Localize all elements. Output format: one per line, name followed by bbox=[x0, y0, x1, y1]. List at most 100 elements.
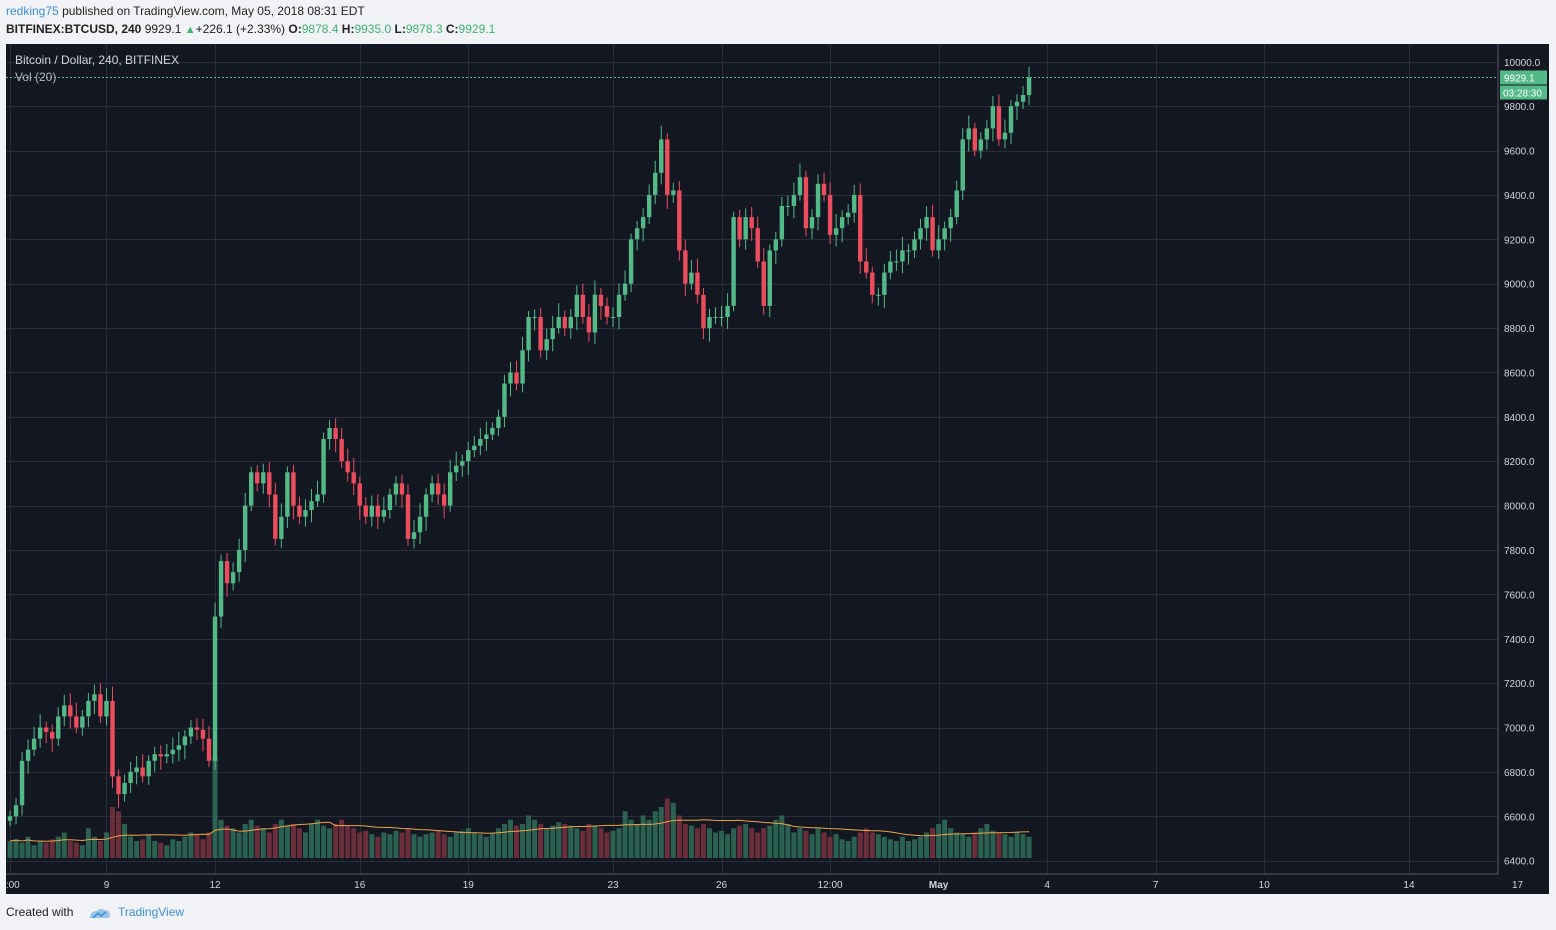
candle-body bbox=[297, 505, 302, 517]
y-tick-label: 9400.0 bbox=[1504, 191, 1535, 202]
volume-bar bbox=[7, 841, 13, 858]
candle-body bbox=[689, 272, 694, 284]
volume-bar bbox=[556, 822, 562, 858]
volume-bar bbox=[61, 832, 67, 858]
candle-body bbox=[327, 427, 332, 440]
time-axis[interactable] bbox=[6, 874, 1549, 894]
candle-body bbox=[170, 749, 176, 755]
volume-bar bbox=[302, 832, 308, 858]
candle-body bbox=[815, 183, 821, 218]
chart-legend-title: Bitcoin / Dollar, 240, BITFINEX bbox=[15, 53, 179, 67]
volume-bar bbox=[176, 841, 182, 858]
y-tick-label: 10000.0 bbox=[1504, 58, 1541, 69]
candle-body bbox=[773, 239, 779, 251]
candle-body bbox=[628, 239, 634, 284]
volume-bar bbox=[924, 832, 930, 858]
volume-bar bbox=[146, 834, 152, 858]
volume-bar bbox=[912, 839, 917, 858]
candle-body bbox=[876, 294, 881, 296]
tradingview-logo-icon[interactable] bbox=[88, 906, 112, 920]
footer: Created with TradingView bbox=[0, 894, 1556, 930]
candle-body bbox=[966, 128, 971, 140]
volume-bar bbox=[942, 819, 948, 858]
volume-bar bbox=[514, 825, 520, 858]
volume-bar bbox=[905, 841, 911, 858]
candle-body bbox=[405, 494, 411, 539]
volume-bar bbox=[887, 839, 893, 858]
candle-body bbox=[218, 561, 224, 617]
candle-body bbox=[912, 239, 917, 251]
candle-body bbox=[592, 294, 598, 333]
volume-bar bbox=[43, 842, 49, 858]
candle-body bbox=[200, 729, 206, 739]
volume-bar bbox=[471, 832, 477, 858]
chart-area[interactable]: 6400.0 6600.0 6800.0 7000.0 7200.0 7400.0 7600… bbox=[6, 44, 1549, 894]
candle-body bbox=[333, 427, 338, 440]
y-tick-label: 8400.0 bbox=[1504, 413, 1535, 424]
volume-bar bbox=[441, 834, 447, 858]
y-tick-label: 8800.0 bbox=[1504, 324, 1535, 335]
volume-bar bbox=[1020, 834, 1026, 858]
volume-bar bbox=[49, 839, 55, 858]
candle-body bbox=[538, 316, 543, 351]
candle-body bbox=[1008, 106, 1014, 133]
candle-body bbox=[755, 228, 760, 262]
candle-body bbox=[924, 217, 929, 229]
candle-body bbox=[357, 483, 362, 506]
volume-bar bbox=[755, 832, 761, 858]
volume-bar bbox=[369, 834, 375, 858]
candle-body bbox=[653, 172, 658, 195]
candle-body bbox=[273, 494, 278, 539]
price-axis-labels: 6400.0 6600.0 6800.0 7000.0 7200.0 7400.0 7600… bbox=[1504, 58, 1541, 868]
candle-body bbox=[435, 483, 441, 495]
volume-bar bbox=[278, 819, 284, 858]
x-tick-label: 12 bbox=[209, 880, 221, 891]
candle-body bbox=[610, 316, 616, 318]
open-label: O: bbox=[288, 22, 302, 36]
volume-bar bbox=[562, 824, 568, 858]
candlestick-chart[interactable]: 6400.0 6600.0 6800.0 7000.0 7200.0 7400.0 7600… bbox=[6, 44, 1549, 894]
candle-body bbox=[683, 250, 688, 284]
candle-body bbox=[978, 139, 984, 151]
price-axis[interactable] bbox=[1498, 44, 1549, 874]
candle-body bbox=[68, 705, 73, 717]
author-link[interactable]: redking75 bbox=[6, 4, 59, 18]
volume-bar bbox=[604, 832, 610, 858]
volume-bar bbox=[990, 830, 996, 858]
tradingview-link[interactable]: TradingView bbox=[118, 905, 185, 919]
volume-bar bbox=[791, 832, 797, 858]
volume-bar bbox=[218, 819, 224, 858]
candle-body bbox=[701, 294, 706, 329]
volume-bar bbox=[423, 834, 429, 858]
candle-body bbox=[604, 305, 610, 317]
volume-bar bbox=[688, 825, 694, 858]
volume-bar bbox=[592, 825, 598, 858]
volume-bar bbox=[785, 824, 791, 858]
volume-bar bbox=[85, 828, 91, 858]
volume-bar bbox=[194, 834, 200, 858]
volume-bar bbox=[664, 798, 670, 858]
candle-body bbox=[80, 716, 85, 728]
volume-bar bbox=[568, 825, 574, 858]
candle-body bbox=[7, 816, 13, 821]
volume-bar bbox=[918, 836, 924, 858]
candle-body bbox=[960, 139, 965, 191]
volume-bar bbox=[465, 828, 471, 858]
volume-bar bbox=[580, 830, 586, 858]
y-tick-label: 8600.0 bbox=[1504, 368, 1535, 379]
candle-body bbox=[695, 272, 700, 295]
volume-bar bbox=[773, 819, 779, 858]
volume-bar bbox=[881, 836, 887, 858]
volume-bar bbox=[284, 825, 290, 858]
candle-body bbox=[62, 705, 67, 717]
volume-bar bbox=[749, 828, 755, 858]
volume-bar bbox=[622, 811, 628, 858]
volume-bar bbox=[501, 824, 507, 858]
candle-body bbox=[122, 783, 127, 795]
candle-body bbox=[821, 183, 827, 195]
price-tag-value: 9929.1 bbox=[1504, 73, 1535, 84]
candle-body bbox=[725, 305, 730, 317]
volume-bar bbox=[224, 825, 230, 858]
volume-bar bbox=[719, 830, 725, 858]
candle-body bbox=[532, 316, 537, 318]
